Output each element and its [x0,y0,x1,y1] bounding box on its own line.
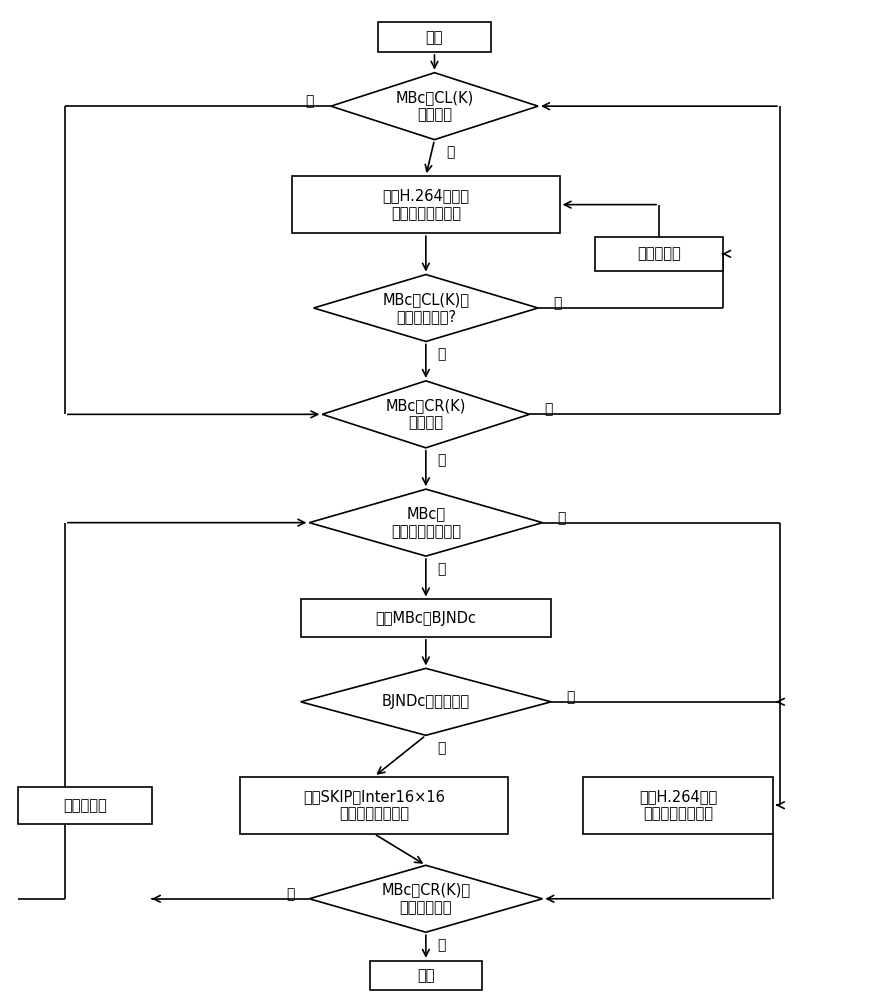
Text: 进行SKIP、Inter16×16
宏块模式选择过程: 进行SKIP、Inter16×16 宏块模式选择过程 [303,789,445,821]
Text: 是: 是 [437,347,446,361]
Text: 下一个宏块: 下一个宏块 [637,246,681,261]
FancyBboxPatch shape [595,237,723,271]
Polygon shape [314,275,538,341]
FancyBboxPatch shape [18,787,152,824]
Text: MBc是CL(K)中
最后一个宏块?: MBc是CL(K)中 最后一个宏块? [382,292,469,324]
Text: 否: 否 [553,296,561,310]
Text: 否: 否 [544,402,553,416]
FancyBboxPatch shape [378,22,491,52]
Text: 下一个宏块: 下一个宏块 [63,798,107,813]
Polygon shape [301,668,551,735]
Text: 是: 是 [446,145,454,159]
Polygon shape [322,381,529,448]
Text: 是: 是 [437,938,446,952]
Text: MBc是CR(K)
中的宏块: MBc是CR(K) 中的宏块 [386,398,466,431]
Text: 是: 是 [437,741,446,755]
Polygon shape [309,489,542,556]
Text: 否: 否 [305,94,314,108]
Text: BJNDc＜判定阈值: BJNDc＜判定阈值 [381,694,470,709]
Text: MBc是
非边界区域的宏块: MBc是 非边界区域的宏块 [391,506,461,539]
Text: 是: 是 [437,562,446,576]
FancyBboxPatch shape [301,599,551,637]
Text: 是: 是 [437,454,446,468]
Text: 否: 否 [566,690,574,704]
FancyBboxPatch shape [369,961,482,990]
Text: 否: 否 [557,511,566,525]
FancyBboxPatch shape [240,777,507,834]
FancyBboxPatch shape [292,176,560,233]
Text: 开始: 开始 [426,30,443,45]
Text: MBc是CL(K)
中的宏块: MBc是CL(K) 中的宏块 [395,90,474,122]
Text: 进行H.264全部
宏块模式选择过程: 进行H.264全部 宏块模式选择过程 [639,789,717,821]
FancyBboxPatch shape [583,777,773,834]
Text: 进行H.264的全部
宏块模式选择过程: 进行H.264的全部 宏块模式选择过程 [382,188,469,221]
Text: MBc是CR(K)中
最后一个宏块: MBc是CR(K)中 最后一个宏块 [381,883,470,915]
Text: 计算MBc的BJNDc: 计算MBc的BJNDc [375,611,476,626]
Text: 否: 否 [286,887,295,901]
Polygon shape [309,865,542,932]
Text: 结束: 结束 [417,968,434,983]
Polygon shape [331,73,538,140]
